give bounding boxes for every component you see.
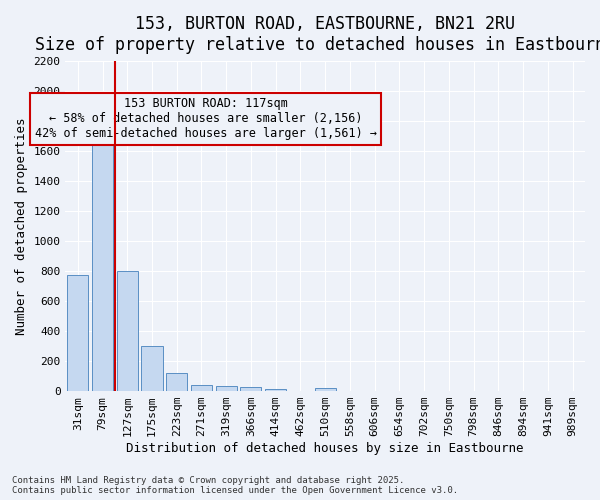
Bar [166, 373, 187, 391]
Bar [216, 386, 237, 391]
Bar [265, 389, 286, 391]
Bar [191, 385, 212, 391]
Bar [67, 275, 88, 391]
Title: 153, BURTON ROAD, EASTBOURNE, BN21 2RU
Size of property relative to detached hou: 153, BURTON ROAD, EASTBOURNE, BN21 2RU S… [35, 15, 600, 54]
Bar [117, 271, 138, 391]
Bar [314, 388, 336, 391]
Text: 153 BURTON ROAD: 117sqm
← 58% of detached houses are smaller (2,156)
42% of semi: 153 BURTON ROAD: 117sqm ← 58% of detache… [35, 97, 377, 140]
Bar [241, 387, 262, 391]
Bar [92, 136, 113, 391]
Y-axis label: Number of detached properties: Number of detached properties [15, 117, 28, 334]
Text: Contains HM Land Registry data © Crown copyright and database right 2025.
Contai: Contains HM Land Registry data © Crown c… [12, 476, 458, 495]
Bar [142, 346, 163, 391]
X-axis label: Distribution of detached houses by size in Eastbourne: Distribution of detached houses by size … [127, 442, 524, 455]
